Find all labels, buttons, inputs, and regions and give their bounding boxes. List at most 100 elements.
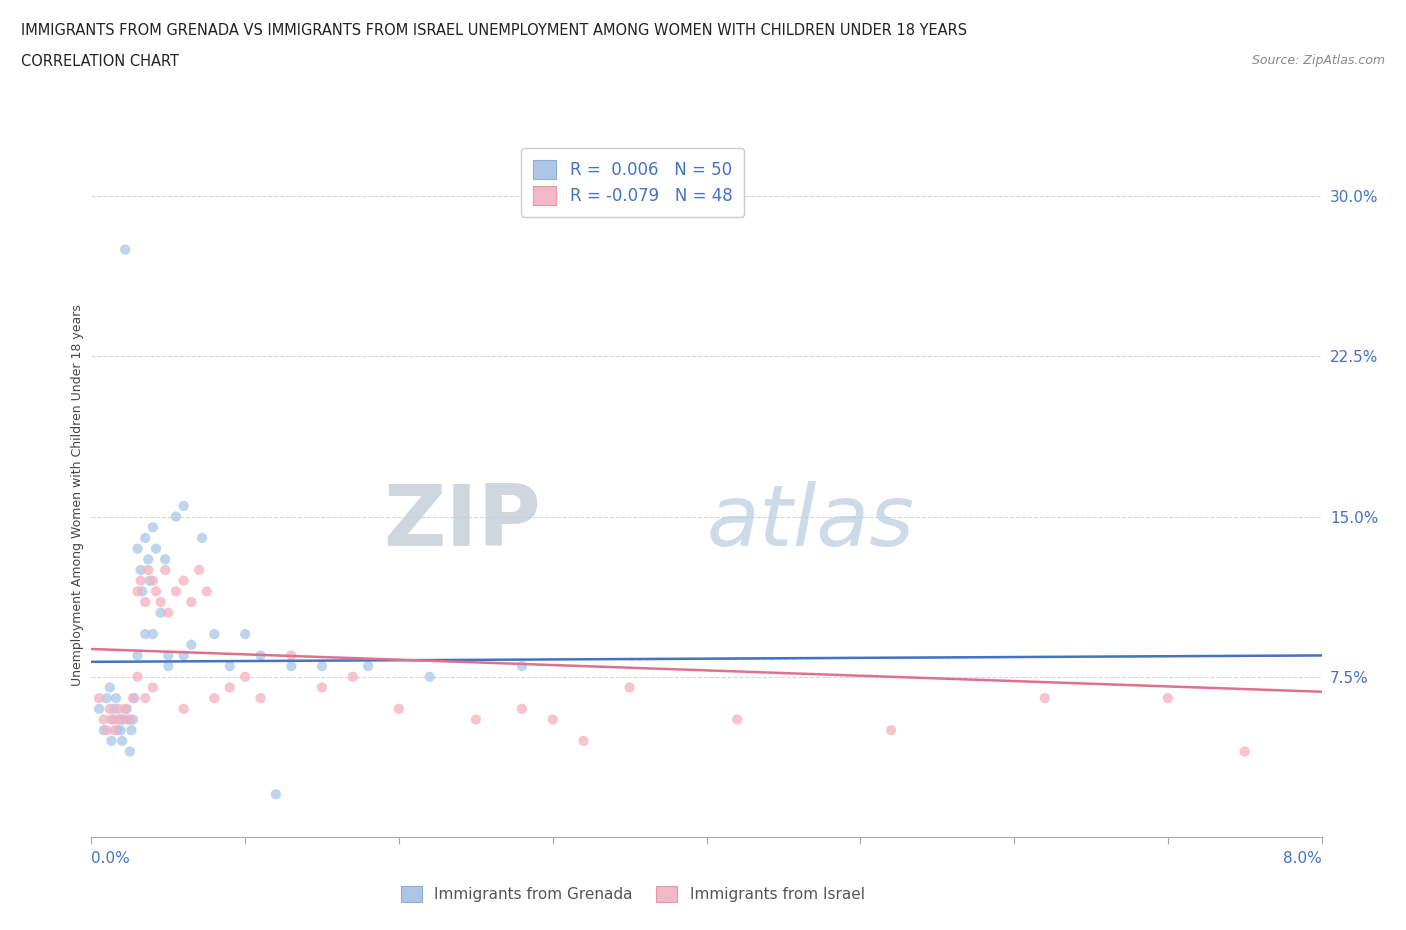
Point [120,723,142,737]
Text: Source: ZipAtlas.com: Source: ZipAtlas.com [1251,54,1385,67]
Point [114,242,136,257]
Point [1033,691,1056,706]
Point [157,658,180,673]
Point [233,670,256,684]
Point [124,691,146,706]
Point [96,691,118,706]
Point [149,594,172,609]
Point [114,701,136,716]
Point [510,658,533,673]
Point [87,691,110,706]
Point [202,627,225,642]
Text: 0.0%: 0.0% [91,851,131,866]
Point [98,680,121,695]
Point [134,530,156,545]
Text: CORRELATION CHART: CORRELATION CHART [21,54,179,69]
Point [311,658,333,673]
Point [134,627,156,642]
Text: IMMIGRANTS FROM GRENADA VS IMMIGRANTS FROM ISRAEL UNEMPLOYMENT AMONG WOMEN WITH : IMMIGRANTS FROM GRENADA VS IMMIGRANTS FR… [21,23,967,38]
Point [129,563,152,578]
Point [134,594,156,609]
Point [195,584,218,599]
Point [572,734,595,749]
Point [218,658,240,673]
Point [127,541,149,556]
Point [117,712,139,727]
Point [103,723,125,737]
Point [880,723,903,737]
Point [87,701,110,716]
Point [157,605,180,620]
Point [157,648,180,663]
Point [541,712,564,727]
Point [101,712,124,727]
Point [98,701,121,716]
Point [1233,744,1256,759]
Point [108,701,131,716]
Point [464,712,486,727]
Point [136,563,159,578]
Point [122,691,145,706]
Point [118,712,141,727]
Point [725,712,748,727]
Point [142,680,165,695]
Point [173,701,195,716]
Point [165,584,187,599]
Point [145,541,167,556]
Text: 8.0%: 8.0% [1282,851,1322,866]
Point [145,584,167,599]
Y-axis label: Unemployment Among Women with Children Under 18 years: Unemployment Among Women with Children U… [72,304,84,686]
Point [188,563,211,578]
Point [153,551,177,566]
Point [107,723,129,737]
Point [131,584,153,599]
Point [280,648,302,663]
Point [127,670,149,684]
Point [153,563,177,578]
Point [510,701,533,716]
Point [111,712,134,727]
Point [180,637,202,652]
Point [264,787,287,802]
Point [142,573,165,588]
Point [103,701,125,716]
Point [93,712,115,727]
Point [619,680,641,695]
Point [249,648,271,663]
Point [110,723,132,737]
Point [118,744,141,759]
Point [233,627,256,642]
Point [96,723,118,737]
Point [249,691,271,706]
Point [202,691,225,706]
Point [165,509,187,524]
Point [108,712,131,727]
Point [180,594,202,609]
Point [93,723,115,737]
Point [342,670,364,684]
Point [111,734,134,749]
Point [191,530,214,545]
Point [173,498,195,513]
Point [115,701,138,716]
Point [142,520,165,535]
Point [127,648,149,663]
Text: atlas: atlas [706,481,914,565]
Point [107,712,129,727]
Point [105,691,127,706]
Point [139,573,162,588]
Point [136,551,159,566]
Point [280,658,302,673]
Point [1157,691,1180,706]
Point [419,670,441,684]
Point [357,658,380,673]
Point [134,691,156,706]
Point [173,648,195,663]
Point [142,627,165,642]
Legend: Immigrants from Grenada, Immigrants from Israel: Immigrants from Grenada, Immigrants from… [395,880,870,908]
Point [122,712,145,727]
Point [149,605,172,620]
Point [100,734,122,749]
Point [112,712,135,727]
Text: ZIP: ZIP [382,481,540,565]
